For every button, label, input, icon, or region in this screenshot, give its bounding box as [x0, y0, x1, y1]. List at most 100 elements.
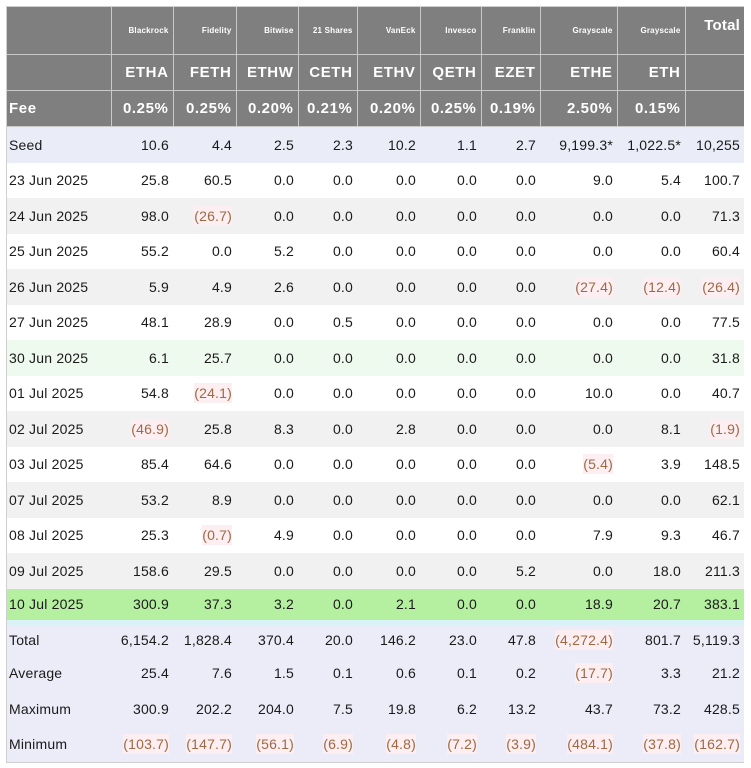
issuer-header-blank — [7, 7, 112, 55]
issuer-header-grayscale-eth: Grayscale — [617, 7, 686, 55]
flow-cell-ceth: 0.0 — [298, 482, 357, 518]
flow-value: 0.0 — [395, 314, 416, 331]
flow-value: 71.3 — [711, 207, 740, 224]
flow-cell-total: 71.3 — [685, 198, 744, 234]
flow-cell-ceth: 0.0 — [298, 553, 357, 589]
flow-cell-ethv: 2.8 — [357, 411, 420, 447]
date-label: 30 Jun 2025 — [7, 340, 111, 376]
summary-cell-feth: 202.2 — [173, 691, 236, 727]
eth-etf-flows-table: Blackrock Fidelity Bitwise 21 Shares Van… — [7, 7, 744, 762]
flow-value: 7.9 — [592, 527, 613, 544]
flow-cell-ethv: 0.0 — [357, 162, 420, 198]
flow-value: 10.2 — [387, 136, 416, 153]
flow-value: 2.8 — [395, 420, 416, 437]
summary-cell-ceth: 20.0 — [298, 620, 357, 656]
issuer-header-blackrock: Blackrock — [111, 7, 174, 55]
flow-value: 0.0 — [660, 314, 681, 331]
flow-cell-ethe: 18.9 — [540, 588, 617, 625]
flow-value: 60.4 — [711, 243, 740, 260]
flow-cell-ethe: 10.0 — [540, 375, 617, 411]
daily-flow-row: 09 Jul 2025 158.6 29.5 0.0 0.0 0.0 0.0 5.2 0.0 18… — [7, 553, 744, 589]
flow-cell-etha: 48.1 — [111, 304, 173, 340]
flow-value: 25.8 — [140, 172, 169, 189]
flow-cell-ethw: 8.3 — [236, 411, 298, 447]
flow-cell-eth: 0.0 — [617, 198, 685, 234]
flow-value: 0.0 — [456, 456, 477, 473]
flow-cell-etha: 10.6 — [111, 126, 173, 163]
summary-value: 5,119.3 — [692, 632, 740, 649]
flow-value: 10,255 — [695, 136, 740, 153]
summary-cell-feth: 7.6 — [173, 655, 236, 691]
flow-value: 0.0 — [456, 385, 477, 402]
ticker-header-total-blank — [685, 54, 744, 91]
flow-cell-ethv: 0.0 — [357, 482, 420, 518]
flow-cell-ezet: 0.0 — [481, 446, 540, 482]
flow-value: 40.7 — [711, 385, 740, 402]
summary-cell-qeth: 23.0 — [420, 620, 481, 656]
flow-cell-total: 100.7 — [685, 162, 744, 198]
flow-cell-qeth: 0.0 — [420, 482, 481, 518]
flow-value: 0.0 — [332, 172, 353, 189]
flow-value: 1.1 — [456, 136, 477, 153]
flow-cell-qeth: 0.0 — [420, 304, 481, 340]
flow-cell-ethw: 3.2 — [236, 588, 298, 625]
ticker-header-row: ETHA FETH ETHW CETH ETHV QETH EZET ETHE … — [7, 54, 744, 91]
flow-cell-total: 62.1 — [685, 482, 744, 518]
flow-cell-total: 46.7 — [685, 517, 744, 553]
table-header: Blackrock Fidelity Bitwise 21 Shares Van… — [7, 7, 744, 127]
flow-cell-ezet: 0.0 — [481, 162, 540, 198]
summary-cell-qeth: (7.2) — [420, 726, 481, 762]
flow-cell-ethe: 0.0 — [540, 411, 617, 447]
summary-value: (4,272.4) — [555, 630, 613, 651]
flow-cell-ceth: 0.0 — [298, 340, 357, 376]
summary-value: 204.0 — [257, 700, 294, 717]
flow-cell-ethv: 0.0 — [357, 553, 420, 589]
summary-row-minimum: Minimum (103.7) (147.7) (56.1) (6.9) (4.8) (7.… — [7, 726, 744, 762]
flow-value: 25.3 — [140, 527, 169, 544]
summary-cell-ethe: 43.7 — [540, 691, 617, 727]
flow-value: 0.0 — [592, 314, 613, 331]
flow-value: 0.0 — [395, 491, 416, 508]
flow-value: 4.4 — [211, 136, 232, 153]
flow-value: 2.7 — [515, 136, 536, 153]
flow-cell-ceth: 0.0 — [298, 375, 357, 411]
date-label: 27 Jun 2025 — [7, 304, 111, 340]
flow-value: 383.1 — [703, 596, 740, 613]
flow-value: 0.0 — [592, 207, 613, 224]
flow-value: 0.0 — [515, 456, 536, 473]
flow-cell-ethv: 0.0 — [357, 304, 420, 340]
flow-value: 10.6 — [140, 136, 169, 153]
summary-cell-etha: (103.7) — [111, 726, 173, 762]
summary-cell-ceth: (6.9) — [298, 726, 357, 762]
daily-flow-row: 26 Jun 2025 5.9 4.9 2.6 0.0 0.0 0.0 0.0 (27.4) (1… — [7, 269, 744, 305]
ticker-header-qeth: QETH — [420, 54, 482, 91]
fee-label: Fee — [7, 90, 112, 127]
flow-cell-ceth: 0.0 — [298, 411, 357, 447]
flow-cell-ethw: 0.0 — [236, 304, 298, 340]
summary-row-total: Total 6,154.2 1,828.4 370.4 20.0 146.2 23.0 47.… — [7, 620, 744, 656]
summary-cell-eth: 3.3 — [617, 655, 685, 691]
summary-cell-ethv: (4.8) — [357, 726, 420, 762]
flow-cell-ezet: 0.0 — [481, 340, 540, 376]
flow-value: 211.3 — [705, 562, 740, 579]
flow-cell-ethe: 9.0 — [540, 162, 617, 198]
summary-value: 25.4 — [140, 665, 169, 682]
summary-value: 13.2 — [507, 700, 536, 717]
summary-value: 146.2 — [379, 632, 416, 649]
flow-value: 0.0 — [332, 207, 353, 224]
ticker-header-ezet: EZET — [481, 54, 541, 91]
flow-cell-qeth: 0.0 — [420, 553, 481, 589]
flow-value: 0.0 — [273, 207, 294, 224]
summary-value: 21.2 — [711, 665, 740, 682]
flow-value: 0.0 — [211, 243, 232, 260]
summary-value: (56.1) — [256, 734, 294, 755]
flow-value: 0.0 — [456, 420, 477, 437]
flow-value: 0.0 — [395, 456, 416, 473]
flow-value: 64.6 — [203, 456, 232, 473]
fee-total-blank — [685, 90, 744, 127]
flow-cell-feth: (24.1) — [173, 375, 236, 411]
summary-cell-ethv: 19.8 — [357, 691, 420, 727]
flow-value: 3.9 — [660, 456, 681, 473]
flow-value: 0.0 — [456, 172, 477, 189]
summary-cell-feth: 1,828.4 — [173, 620, 236, 656]
